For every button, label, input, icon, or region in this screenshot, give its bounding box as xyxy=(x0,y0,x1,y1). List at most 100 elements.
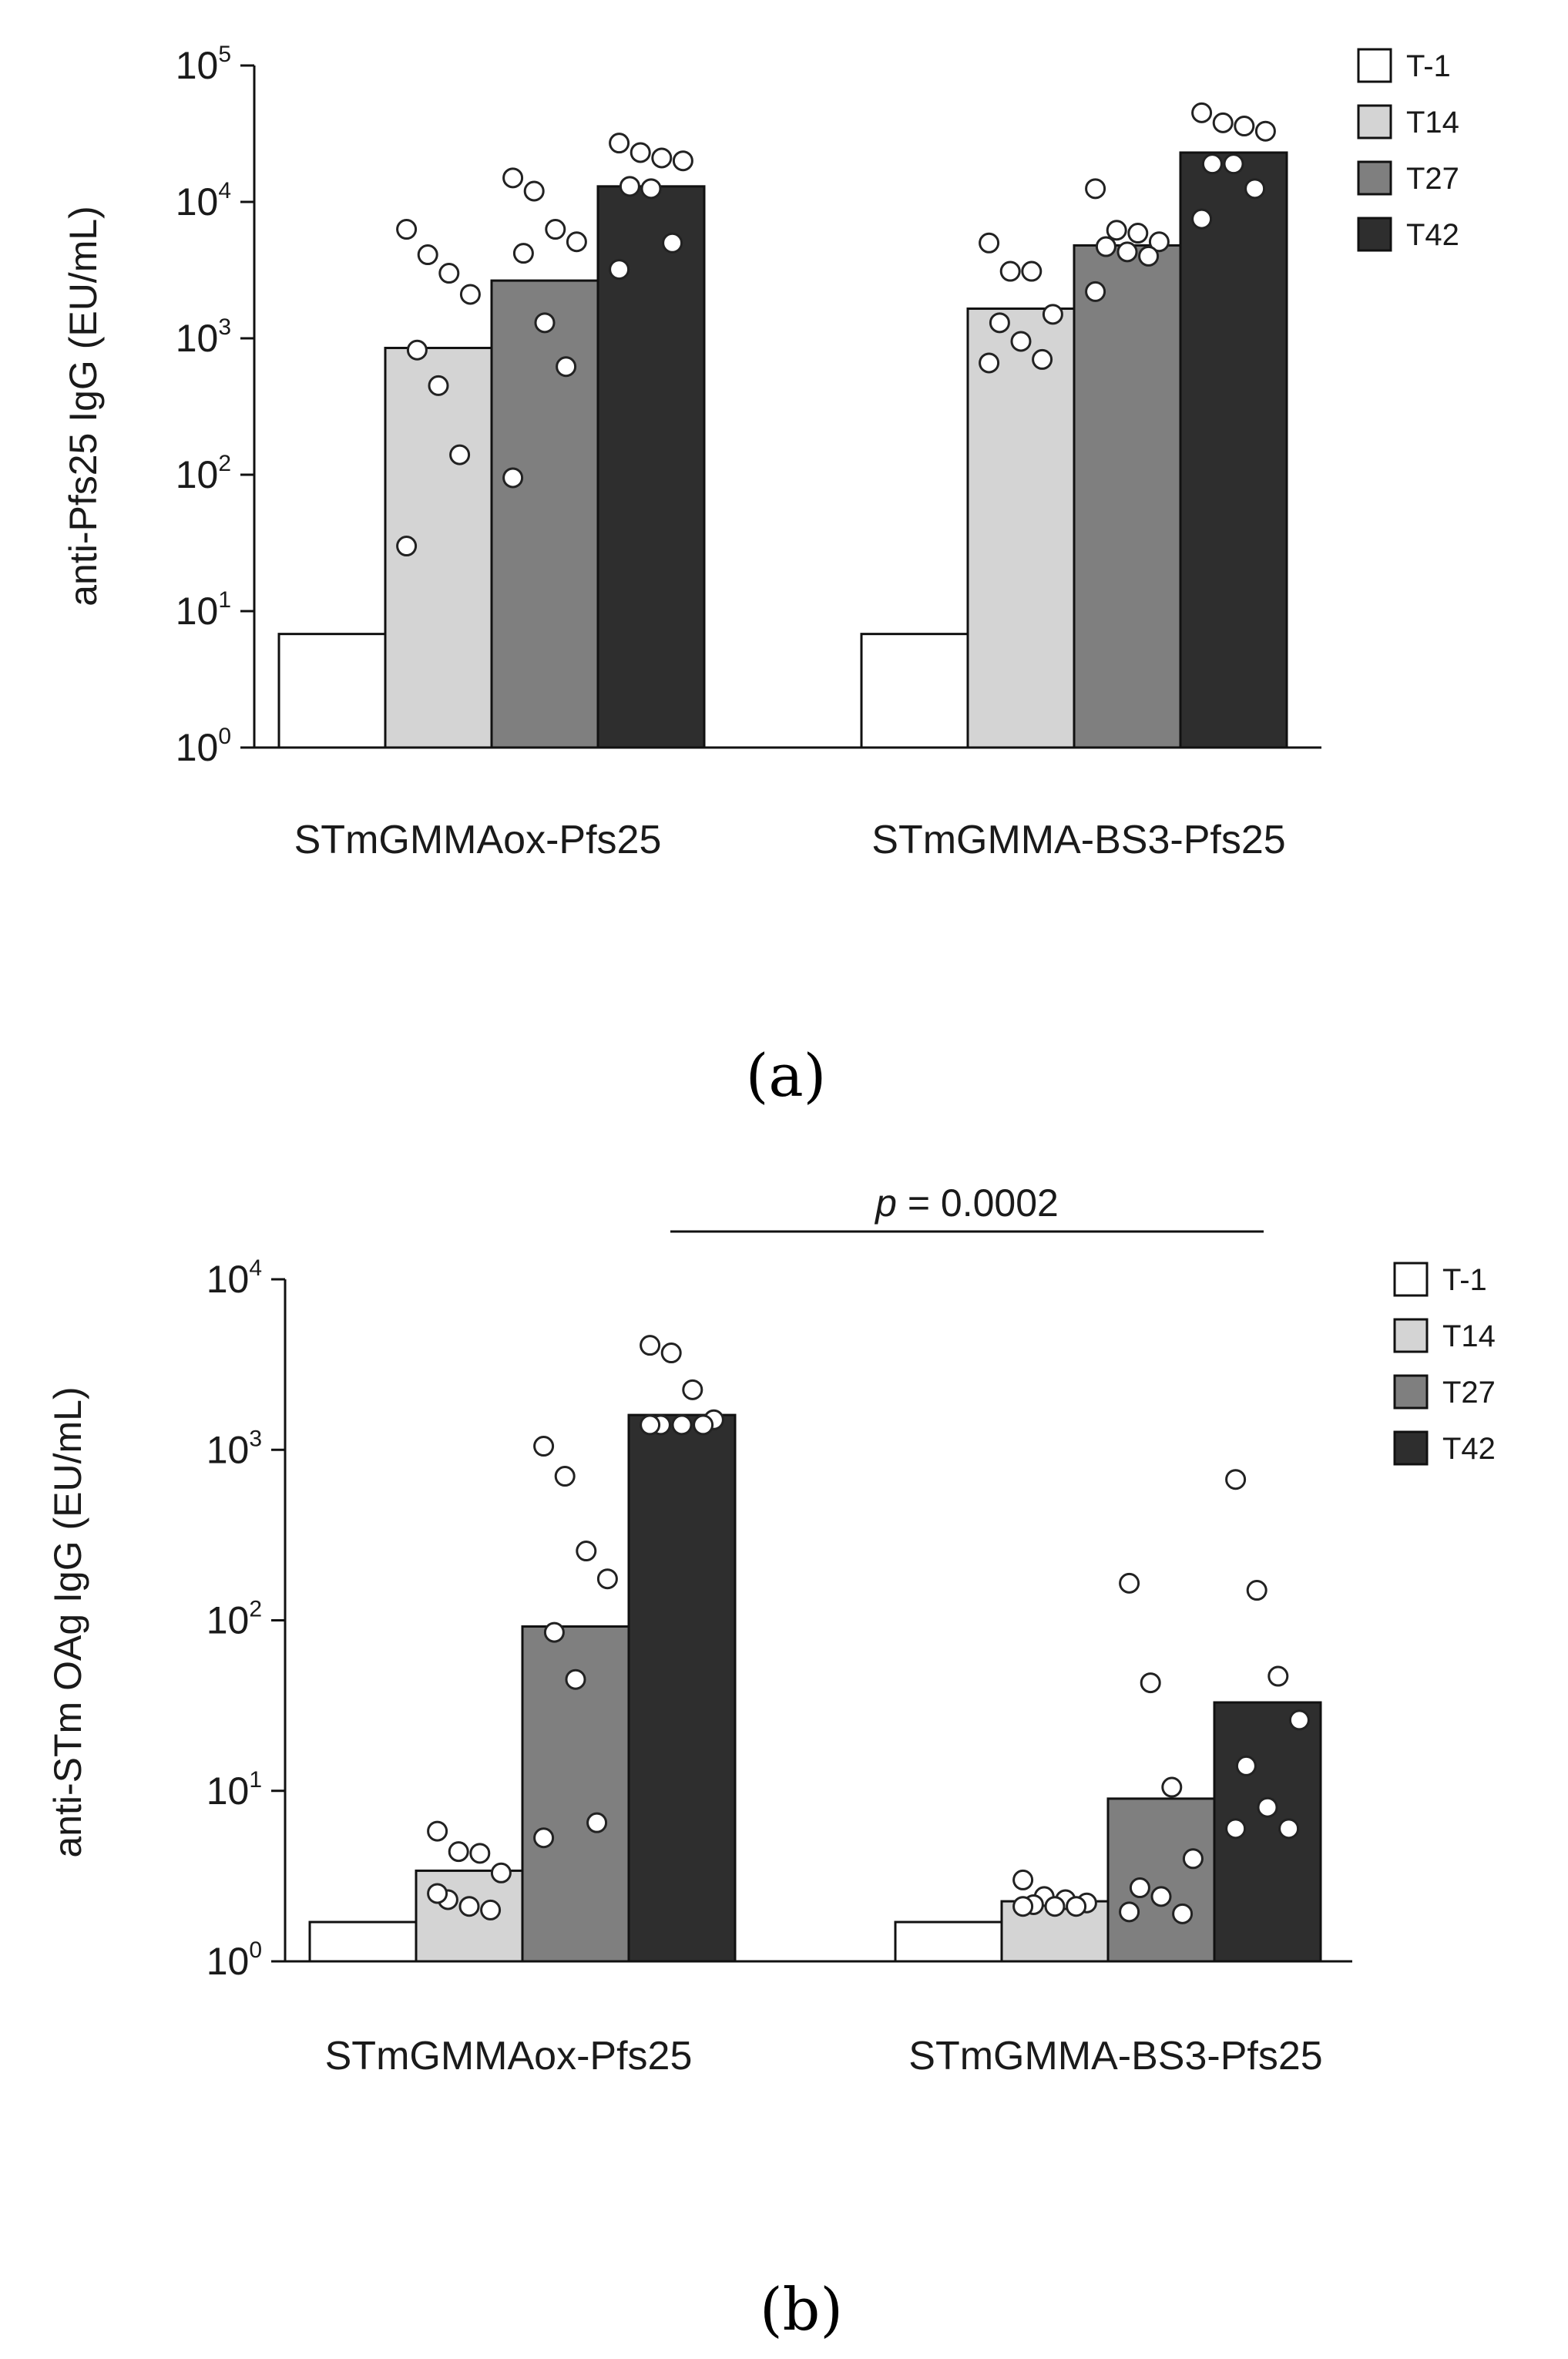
data-point-t27-2-6 xyxy=(1150,1886,1172,1907)
y-tick-label-4: 104 xyxy=(176,178,231,223)
legend-label-t14: T14 xyxy=(1442,1319,1496,1353)
data-point-t14-1-5 xyxy=(406,339,428,361)
y-tick-label-3: 103 xyxy=(206,1426,262,1471)
legend-label-t14: T14 xyxy=(1406,106,1459,139)
y-tick-exponent: 1 xyxy=(249,1767,262,1793)
data-point-t14-2-8 xyxy=(1012,1896,1034,1917)
y-tick-exponent: 2 xyxy=(249,1597,262,1622)
data-point-t14-2-7 xyxy=(1066,1896,1087,1917)
data-point-t14-1-3 xyxy=(469,1843,491,1864)
p-value-annotation: p = 0.0002 xyxy=(874,1181,1059,1225)
y-tick-exponent: 3 xyxy=(218,314,231,340)
data-point-t42-1-8 xyxy=(640,1414,661,1436)
data-point-t27-2-3 xyxy=(1161,1776,1183,1798)
data-point-t42-1-6 xyxy=(671,1414,693,1436)
data-point-t14-1-4 xyxy=(459,284,481,305)
data-point-t27-1-5 xyxy=(512,243,534,264)
data-point-t27-1-4 xyxy=(596,1568,618,1590)
y-tick-label-0: 100 xyxy=(176,724,231,769)
data-point-t27-1-3 xyxy=(545,219,566,240)
legend-swatch-t-1 xyxy=(1393,1262,1429,1297)
data-point-t14-2-1 xyxy=(1012,1869,1034,1890)
data-point-t27-1-1 xyxy=(533,1436,555,1457)
data-point-t42-2-2 xyxy=(1246,1580,1267,1601)
data-point-t42-2-6 xyxy=(1223,153,1244,175)
p-symbol: p xyxy=(874,1181,897,1225)
data-point-t42-2-5 xyxy=(1235,1755,1257,1776)
y-tick-base: 10 xyxy=(176,317,219,360)
y-tick-base: 10 xyxy=(176,44,219,87)
data-point-t27-2-8 xyxy=(1085,281,1106,302)
y-tick-label-2: 102 xyxy=(176,451,231,496)
y-tick-label-2: 102 xyxy=(206,1597,262,1642)
data-point-t42-2-4 xyxy=(1288,1709,1310,1731)
bar-t-1-2 xyxy=(860,633,969,749)
data-point-t42-2-8 xyxy=(1225,1818,1247,1840)
data-point-t27-2-2 xyxy=(1106,220,1127,241)
data-point-t27-1-2 xyxy=(554,1466,576,1487)
y-tick-exponent: 1 xyxy=(218,587,231,613)
data-point-t27-1-6 xyxy=(534,312,556,334)
data-point-t27-1-4 xyxy=(566,231,587,253)
data-point-t27-2-5 xyxy=(1095,236,1116,257)
y-tick-base: 10 xyxy=(206,1769,250,1813)
data-point-t14-1-8 xyxy=(396,536,418,557)
y-tick-label-0: 100 xyxy=(206,1937,262,1983)
data-point-t42-2-2 xyxy=(1212,112,1234,133)
y-tick-exponent: 4 xyxy=(218,178,231,203)
y-tick-base: 10 xyxy=(206,1599,250,1642)
panel-label: (a) xyxy=(746,1041,827,1110)
data-point-t42-2-1 xyxy=(1225,1469,1247,1490)
data-point-t42-1-8 xyxy=(609,259,630,281)
y-tick-base: 10 xyxy=(176,590,219,633)
data-point-t42-1-7 xyxy=(693,1414,714,1436)
y-tick-base: 10 xyxy=(176,726,219,769)
y-tick-exponent: 3 xyxy=(249,1426,262,1451)
legend-label-t42: T42 xyxy=(1442,1432,1496,1466)
data-point-t42-1-3 xyxy=(651,147,673,169)
legend-swatch-t42 xyxy=(1393,1430,1429,1466)
y-axis-title: anti-STm OAg IgG (EU/mL) xyxy=(46,1386,89,1857)
data-point-t14-2-5 xyxy=(989,312,1010,334)
data-point-t14-2-4 xyxy=(1042,304,1063,325)
x-category-label-2: STmGMMA-BS3-Pfs25 xyxy=(908,2034,1322,2078)
bar-t27-2 xyxy=(1106,1797,1216,1963)
data-point-t14-2-6 xyxy=(1010,331,1032,352)
y-tick-label-5: 105 xyxy=(176,42,231,87)
panel-label: (b) xyxy=(760,2275,843,2344)
y-tick-exponent: 4 xyxy=(249,1255,262,1281)
legend-swatch-t27 xyxy=(1393,1374,1429,1410)
data-point-t14-2-6 xyxy=(1044,1896,1066,1917)
x-category-label-2: STmGMMA-BS3-Pfs25 xyxy=(871,818,1285,862)
y-tick-base: 10 xyxy=(176,180,219,223)
data-point-t27-1-2 xyxy=(523,180,545,202)
data-point-t14-1-7 xyxy=(449,444,471,465)
data-point-t27-2-3 xyxy=(1127,223,1149,244)
legend-label-t27: T27 xyxy=(1442,1376,1496,1410)
data-point-t27-1-7 xyxy=(556,356,577,378)
data-point-t27-1-7 xyxy=(586,1812,608,1833)
legend-swatch-t42 xyxy=(1357,217,1392,252)
data-point-t14-1-1 xyxy=(427,1820,448,1842)
data-point-t14-2-8 xyxy=(979,352,1000,374)
data-point-t42-1-5 xyxy=(619,176,640,197)
data-point-t27-2-7 xyxy=(1138,245,1160,267)
y-tick-exponent: 5 xyxy=(218,42,231,67)
data-point-t14-1-2 xyxy=(448,1841,469,1863)
data-point-t42-1-7 xyxy=(662,232,683,254)
bar-t14-2 xyxy=(966,307,1076,749)
data-point-t27-2-6 xyxy=(1116,241,1138,263)
bar-t27-1 xyxy=(490,279,599,749)
data-point-t27-1-8 xyxy=(533,1827,555,1849)
data-point-t42-2-6 xyxy=(1257,1796,1278,1818)
y-tick-exponent: 2 xyxy=(218,451,231,476)
y-tick-base: 10 xyxy=(206,1258,250,1301)
bar-t-1-1 xyxy=(277,633,387,749)
data-point-t14-1-4 xyxy=(490,1862,512,1884)
y-tick-exponent: 0 xyxy=(218,724,231,749)
bar-t42-1 xyxy=(596,185,706,749)
data-point-t27-2-1 xyxy=(1119,1572,1140,1594)
data-point-t42-2-3 xyxy=(1267,1665,1289,1687)
legend-label-t-1: T-1 xyxy=(1442,1263,1487,1297)
bar-t-1-1 xyxy=(308,1920,418,1963)
